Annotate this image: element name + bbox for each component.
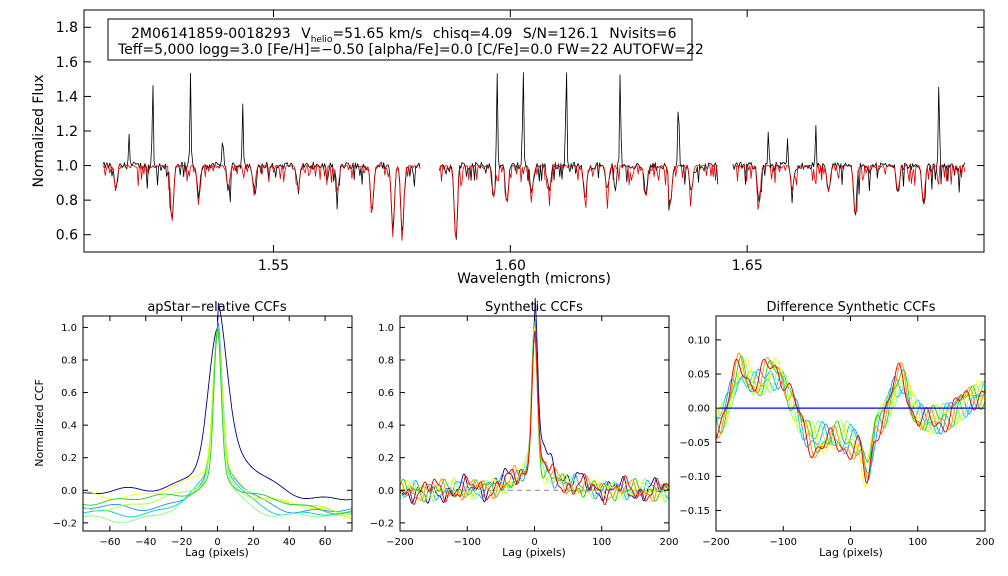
apstar-ccf-x-axis-label: Lag (pixels)	[185, 546, 249, 559]
x-tick-label: −20	[171, 537, 192, 548]
synthetic-ccf-x-axis-label: Lag (pixels)	[502, 546, 566, 559]
legend-nvisits: Nvisits=6	[609, 26, 676, 42]
difference-ccf-curve	[715, 352, 986, 479]
y-tick-label: 0.8	[378, 355, 394, 366]
x-tick-label: 1.55	[258, 258, 289, 274]
apstar-ccf-title: apStar−relative CCFs	[147, 300, 287, 315]
x-tick-label: 100	[908, 537, 927, 548]
difference-ccf-curve	[715, 359, 986, 465]
x-tick-label: 60	[319, 537, 332, 548]
y-tick-label: 0.6	[378, 388, 394, 399]
y-tick-label: 0.6	[61, 388, 77, 399]
spectrum-y-axis-label: Normalized Flux	[31, 75, 47, 188]
y-tick-label: 0.0	[378, 486, 394, 497]
y-tick-label: 1.0	[378, 323, 394, 334]
y-tick-label: −0.05	[679, 438, 710, 449]
difference-ccf-x-axis-label: Lag (pixels)	[819, 546, 883, 559]
y-tick-label: 0.4	[378, 421, 394, 432]
y-tick-label: 0.4	[61, 421, 77, 432]
x-tick-label: 0	[847, 537, 853, 548]
apstar-ccf-curve	[82, 322, 353, 514]
difference-ccf-plot-area	[715, 352, 986, 488]
difference-ccf-curve	[715, 368, 986, 474]
model-spectrum-line	[102, 165, 421, 241]
y-tick-label: 0.2	[61, 453, 77, 464]
x-tick-label: 100	[592, 537, 611, 548]
x-tick-label: 40	[283, 537, 296, 548]
y-tick-label: 1.0	[61, 323, 77, 334]
model-spectrum-line	[438, 165, 718, 237]
apstar-ccf-curve	[82, 328, 353, 515]
legend-chisq: chisq=4.09	[433, 26, 513, 42]
x-tick-label: −200	[702, 537, 729, 548]
y-tick-label: 0.10	[688, 335, 710, 346]
y-tick-label: 1.0	[56, 158, 78, 174]
x-tick-label: 0	[214, 537, 220, 548]
apstar-ccf-y-axis-label: Normalized CCF	[33, 379, 46, 467]
synthetic-ccf-panel: Synthetic CCFs −200 −100 0 100 200 −0.2 0.0 0.2…	[370, 297, 679, 559]
spectrum-ticks: 1.55 1.60 1.65 0.6 0.8 1.0 1.2 1.4 1.6 1.8	[56, 10, 984, 274]
y-tick-label: −0.2	[53, 518, 77, 529]
synthetic-ccf-curve	[399, 330, 670, 506]
x-tick-label: −100	[770, 537, 797, 548]
legend-vhelio-sub: helio	[311, 35, 333, 45]
y-tick-label: 1.8	[56, 20, 78, 36]
apstar-ccf-curve	[82, 335, 353, 524]
y-tick-label: 1.6	[56, 55, 78, 71]
apstar-ccf-panel: apStar−relative CCFs −60 −40 −20 0 20 40 60 −0.…	[33, 300, 353, 559]
y-tick-label: −0.2	[370, 518, 394, 529]
synthetic-ccf-curve	[399, 331, 670, 503]
y-tick-label: −0.15	[679, 506, 710, 517]
spectrum-x-axis-label: Wavelength (microns)	[457, 271, 611, 287]
y-tick-label: 0.2	[378, 453, 394, 464]
y-tick-label: 1.4	[56, 89, 78, 105]
apstar-ccf-ticks: −60 −40 −20 0 20 40 60 −0.2 0.0 0.2 0.4 0.6 0.8 1.0	[53, 316, 352, 548]
x-tick-label: 20	[247, 537, 260, 548]
synthetic-ccf-title: Synthetic CCFs	[485, 300, 583, 315]
legend-vhelio-value: =51.65 km/s	[332, 26, 422, 42]
x-tick-label: 0	[531, 537, 537, 548]
difference-ccf-curve	[715, 355, 986, 463]
legend-line-1: 2M06141859-0018293 Vhelio=51.65 km/s chi…	[131, 26, 677, 45]
difference-ccf-curve	[715, 358, 986, 484]
x-tick-label: −100	[454, 537, 481, 548]
legend-object-id: 2M06141859-0018293	[131, 26, 291, 42]
difference-ccf-ticks: −200 −100 0 100 200 −0.15 −0.10 −0.05 0.00 0.05 0.…	[679, 316, 995, 548]
x-tick-label: 200	[975, 537, 994, 548]
legend-line-2: Teff=5,000 logg=3.0 [Fe/H]=−0.50 [alpha/…	[117, 42, 704, 58]
difference-ccf-panel: Difference Synthetic CCFs −200 −100 0 100 20…	[679, 300, 994, 559]
y-tick-label: 1.2	[56, 124, 78, 140]
spectrum-plot-area	[102, 72, 966, 241]
x-tick-label: 200	[659, 537, 678, 548]
difference-ccf-title: Difference Synthetic CCFs	[766, 300, 935, 315]
y-tick-label: −0.10	[679, 472, 710, 483]
y-tick-label: 0.8	[61, 355, 77, 366]
y-tick-label: 0.6	[56, 228, 78, 244]
x-tick-label: −40	[135, 537, 156, 548]
synthetic-ccf-curve	[399, 339, 670, 503]
spectrum-panel: 1.55 1.60 1.65 0.6 0.8 1.0 1.2 1.4 1.6 1.8 Wavele…	[31, 9, 985, 287]
synthetic-ccf-ticks: −200 −100 0 100 200 −0.2 0.0 0.2 0.4 0.6 0.8 1.0	[370, 316, 679, 548]
apstar-ccf-plot-area	[82, 302, 353, 524]
spectrum-legend-box: 2M06141859-0018293 Vhelio=51.65 km/s chi…	[107, 18, 704, 61]
x-tick-label: 1.65	[732, 258, 763, 274]
model-spectrum-line	[732, 165, 966, 213]
x-tick-label: −60	[99, 537, 120, 548]
x-tick-label: −200	[386, 537, 413, 548]
y-tick-label: 0.05	[688, 370, 710, 381]
legend-snr: S/N=126.1	[523, 26, 599, 42]
legend-vhelio-v: V	[301, 26, 311, 42]
y-tick-label: 0.00	[688, 404, 710, 415]
y-tick-label: 0.0	[61, 486, 77, 497]
x-tick-label: 1.60	[495, 258, 526, 274]
y-tick-label: 0.8	[56, 193, 78, 209]
